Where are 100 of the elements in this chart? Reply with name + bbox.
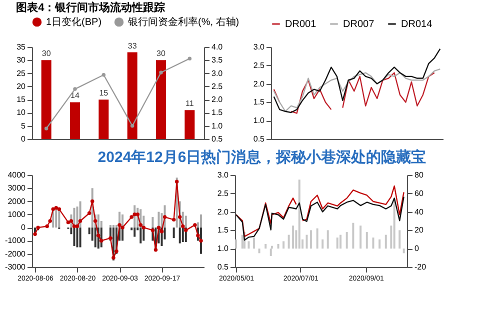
bar xyxy=(112,224,114,228)
point xyxy=(93,219,98,223)
point xyxy=(57,207,62,212)
point xyxy=(181,224,185,228)
y2-tick-label: 0 xyxy=(414,244,420,254)
bar xyxy=(115,224,118,228)
point xyxy=(160,230,164,234)
bar xyxy=(393,198,396,249)
bar xyxy=(248,241,250,249)
data-label: 30 xyxy=(42,49,52,58)
bar xyxy=(402,248,405,254)
y-tick-label: 0.5 xyxy=(253,134,266,144)
point xyxy=(75,224,80,228)
y-tick-label: -3000 xyxy=(5,262,26,272)
y-tick-label: 2.0 xyxy=(217,207,230,216)
y-tick-label: 5 xyxy=(21,121,26,130)
point xyxy=(33,232,37,236)
y-tick-label: -2000 xyxy=(5,249,26,258)
bar xyxy=(94,228,96,248)
line-series xyxy=(273,48,441,114)
bar xyxy=(184,110,195,139)
bar xyxy=(97,214,100,228)
y-tick-label: 3.0 xyxy=(217,170,230,180)
point xyxy=(178,215,182,219)
y-tick-label: 1.0 xyxy=(253,116,266,126)
y-tick-label: 35 xyxy=(16,42,26,52)
point xyxy=(44,126,48,130)
legend-label: 1日变化(BP) xyxy=(46,16,102,28)
point xyxy=(159,70,163,74)
point xyxy=(156,226,161,230)
point xyxy=(196,234,200,238)
point xyxy=(174,180,179,184)
bar xyxy=(360,226,362,249)
y-tick-label: 20 xyxy=(16,82,26,91)
bar xyxy=(152,217,154,228)
bar xyxy=(79,228,82,248)
point xyxy=(54,206,58,210)
bar xyxy=(340,234,342,249)
point xyxy=(112,256,116,260)
bar xyxy=(292,226,294,249)
bar xyxy=(76,228,78,248)
bar xyxy=(58,210,60,228)
point xyxy=(188,56,192,60)
bar xyxy=(372,238,374,249)
y2-tick-label: 80 xyxy=(414,170,424,180)
point xyxy=(102,72,106,77)
point xyxy=(114,249,118,254)
y-tick-label: 1000 xyxy=(8,210,26,219)
y-tick-label: 25 xyxy=(16,68,26,78)
point xyxy=(87,211,92,215)
y-tick-label: 2.5 xyxy=(217,188,230,198)
text: 2024年12月6日热门消息，探秘小巷深处的隐藏宝 xyxy=(98,148,426,166)
point xyxy=(132,212,136,216)
bar xyxy=(270,248,272,256)
point xyxy=(130,215,134,219)
bar xyxy=(384,234,387,249)
bar xyxy=(156,60,166,139)
y2-tick-label: 4.0 xyxy=(212,42,224,52)
data-label: 15 xyxy=(99,88,109,98)
bar xyxy=(172,228,175,238)
bar xyxy=(298,180,300,249)
point xyxy=(73,87,77,91)
point xyxy=(108,236,112,240)
legend-label: DR014 xyxy=(401,19,433,30)
bar xyxy=(277,244,280,249)
bar xyxy=(352,222,354,249)
point xyxy=(96,234,100,238)
bar xyxy=(127,52,138,139)
bar xyxy=(98,100,109,139)
y-tick-label: 10 xyxy=(16,108,26,118)
data-label: 33 xyxy=(128,41,138,50)
point xyxy=(72,224,76,228)
bar xyxy=(264,244,267,249)
y-tick-label: 1.5 xyxy=(253,98,266,107)
bar xyxy=(73,228,76,246)
y-tick-label: 15 xyxy=(16,95,26,104)
bar xyxy=(41,60,52,139)
bar xyxy=(184,216,187,228)
y-tick-label: 2.0 xyxy=(253,79,266,88)
bar xyxy=(70,102,80,139)
y-tick-label: 0 xyxy=(21,223,26,232)
bar xyxy=(109,224,112,228)
point xyxy=(48,219,52,223)
bar xyxy=(178,228,181,244)
point xyxy=(51,207,55,212)
y-tick-label: 1.5 xyxy=(217,226,230,235)
y-tick-label: 30 xyxy=(16,56,26,65)
y-tick-label: 3.0 xyxy=(253,42,266,52)
bar xyxy=(252,238,255,249)
bar xyxy=(282,241,285,249)
point xyxy=(199,238,203,243)
legend-label: DR001 xyxy=(285,19,317,30)
legend-label: DR007 xyxy=(343,19,375,30)
bar xyxy=(322,239,324,249)
y-tick-label: 3000 xyxy=(8,184,26,193)
bar xyxy=(316,228,318,249)
bar xyxy=(306,234,308,249)
bar xyxy=(346,232,348,249)
point xyxy=(154,248,158,252)
point xyxy=(66,220,70,224)
